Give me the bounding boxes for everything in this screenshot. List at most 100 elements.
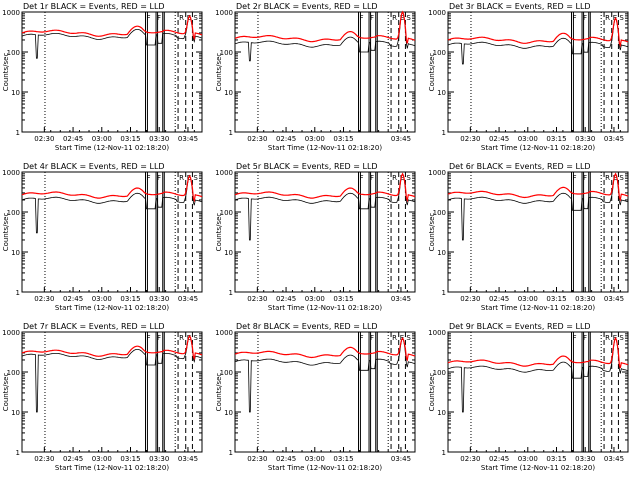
x-tick-label: 03:15 bbox=[333, 135, 353, 143]
y-tick-label: 100 bbox=[433, 369, 446, 377]
plot-frame bbox=[447, 171, 629, 293]
lld-series-line bbox=[447, 16, 629, 48]
lld-series-line bbox=[234, 337, 416, 362]
x-axis-label: Start Time (12-Nov-11 02:18:20) bbox=[481, 144, 595, 152]
plot-frame bbox=[447, 11, 629, 133]
panel-title: Det 5r BLACK = Events, RED = LLD bbox=[236, 162, 378, 171]
y-tick-label: 1000 bbox=[2, 169, 20, 177]
marker-label: F bbox=[583, 174, 587, 182]
x-tick-label: 02:45 bbox=[63, 295, 83, 303]
marker-label: S bbox=[619, 174, 624, 182]
events-series-line bbox=[447, 17, 629, 65]
marker-label: R bbox=[179, 174, 184, 182]
y-tick-label: 1000 bbox=[215, 329, 233, 337]
marker-label: S bbox=[193, 14, 198, 22]
marker-label: F bbox=[147, 334, 151, 342]
x-tick-label: 03:45 bbox=[604, 135, 624, 143]
x-tick-label: 03:30 bbox=[575, 135, 595, 143]
events-series-line bbox=[447, 172, 629, 241]
panel-1: Det 1r BLACK = Events, RED = LLD 1 10 100 10… bbox=[2, 2, 203, 152]
marker-label: F bbox=[583, 334, 587, 342]
x-tick-label: 02:45 bbox=[489, 455, 509, 463]
y-axis-label: Counts/sec bbox=[2, 373, 10, 412]
y-tick-label: 100 bbox=[433, 49, 446, 57]
events-series-line bbox=[234, 337, 416, 413]
x-tick-label: 03:30 bbox=[575, 295, 595, 303]
panel-6: Det 6r BLACK = Events, RED = LLD 1 10 100 10… bbox=[428, 162, 629, 312]
events-series-line bbox=[21, 15, 203, 59]
y-tick-label: 10 bbox=[224, 409, 233, 417]
y-axis-label: Counts/sec bbox=[428, 213, 436, 252]
marker-label: F bbox=[360, 14, 364, 22]
marker-label: E bbox=[613, 334, 617, 342]
x-tick-label: 02:30 bbox=[34, 455, 54, 463]
plot-frame bbox=[234, 171, 416, 293]
lld-series-line bbox=[447, 336, 629, 369]
y-axis-label: Counts/sec bbox=[215, 373, 223, 412]
events-series-line bbox=[21, 335, 203, 413]
x-tick-label: 03:15 bbox=[333, 455, 353, 463]
y-tick-label: 1000 bbox=[428, 169, 446, 177]
x-tick-label: 03:15 bbox=[120, 135, 140, 143]
marker-label: S bbox=[619, 334, 624, 342]
marker-label: F bbox=[370, 174, 374, 182]
marker-label: R bbox=[392, 14, 397, 22]
marker-label: R bbox=[392, 334, 397, 342]
marker-label: S bbox=[193, 334, 198, 342]
x-tick-label: 03:00 bbox=[92, 295, 112, 303]
y-axis-label: Counts/sec bbox=[2, 53, 10, 92]
y-tick-label: 100 bbox=[7, 369, 20, 377]
panel-2: Det 2r BLACK = Events, RED = LLD 1 10 100 10… bbox=[215, 2, 416, 152]
lld-series-line bbox=[21, 334, 203, 361]
marker-label: R bbox=[605, 14, 610, 22]
x-tick-label: 02:30 bbox=[460, 135, 480, 143]
panel-4: Det 4r BLACK = Events, RED = LLD 1 10 100 10… bbox=[2, 162, 203, 312]
y-tick-label: 1000 bbox=[2, 329, 20, 337]
marker-label: S bbox=[406, 334, 411, 342]
marker-label: F bbox=[157, 334, 161, 342]
panel-3: Det 3r BLACK = Events, RED = LLD 1 10 100 10… bbox=[428, 2, 629, 152]
y-tick-label: 100 bbox=[220, 49, 233, 57]
panel-title: Det 6r BLACK = Events, RED = LLD bbox=[449, 162, 591, 171]
x-axis-label: Start Time (12-Nov-11 02:18:20) bbox=[268, 144, 382, 152]
marker-label: S bbox=[193, 174, 198, 182]
lld-series-line bbox=[21, 174, 203, 203]
marker-label: S bbox=[406, 174, 411, 182]
marker-label: R bbox=[605, 174, 610, 182]
marker-label: S bbox=[406, 14, 411, 22]
x-tick-label: 03:30 bbox=[575, 455, 595, 463]
plot-frame bbox=[21, 11, 203, 133]
panel-title: Det 8r BLACK = Events, RED = LLD bbox=[236, 322, 378, 331]
plot-frame bbox=[447, 331, 629, 453]
y-tick-label: 10 bbox=[224, 249, 233, 257]
x-tick-label: 02:30 bbox=[247, 455, 267, 463]
y-tick-label: 100 bbox=[7, 49, 20, 57]
y-tick-label: 1 bbox=[16, 129, 20, 137]
y-tick-label: 1000 bbox=[428, 329, 446, 337]
y-tick-label: 1000 bbox=[2, 9, 20, 17]
x-tick-label: 03:45 bbox=[604, 295, 624, 303]
lld-series-line bbox=[447, 172, 629, 202]
x-axis-label: Start Time (12-Nov-11 02:18:20) bbox=[268, 304, 382, 312]
x-axis-label: Start Time (12-Nov-11 02:18:20) bbox=[55, 464, 169, 472]
x-tick-label: 02:30 bbox=[460, 295, 480, 303]
x-tick-label: 02:45 bbox=[489, 135, 509, 143]
marker-label: F bbox=[360, 174, 364, 182]
y-tick-label: 10 bbox=[11, 409, 20, 417]
x-tick-label: 03:30 bbox=[149, 135, 169, 143]
marker-label: F bbox=[370, 334, 374, 342]
plot-frame bbox=[234, 11, 416, 133]
panel-title: Det 9r BLACK = Events, RED = LLD bbox=[449, 322, 591, 331]
x-tick-label: 03:45 bbox=[391, 295, 411, 303]
x-tick-label: 03:15 bbox=[546, 295, 566, 303]
y-tick-label: 100 bbox=[7, 209, 20, 217]
marker-label: E bbox=[613, 14, 617, 22]
x-tick-label: 03:45 bbox=[178, 135, 198, 143]
y-tick-label: 1 bbox=[229, 289, 233, 297]
x-tick-label: 03:45 bbox=[178, 455, 198, 463]
x-tick-label: 03:00 bbox=[92, 455, 112, 463]
y-tick-label: 1 bbox=[16, 449, 20, 457]
lld-series-line bbox=[234, 172, 416, 203]
panel-title: Det 3r BLACK = Events, RED = LLD bbox=[449, 2, 591, 11]
marker-label: E bbox=[400, 334, 404, 342]
